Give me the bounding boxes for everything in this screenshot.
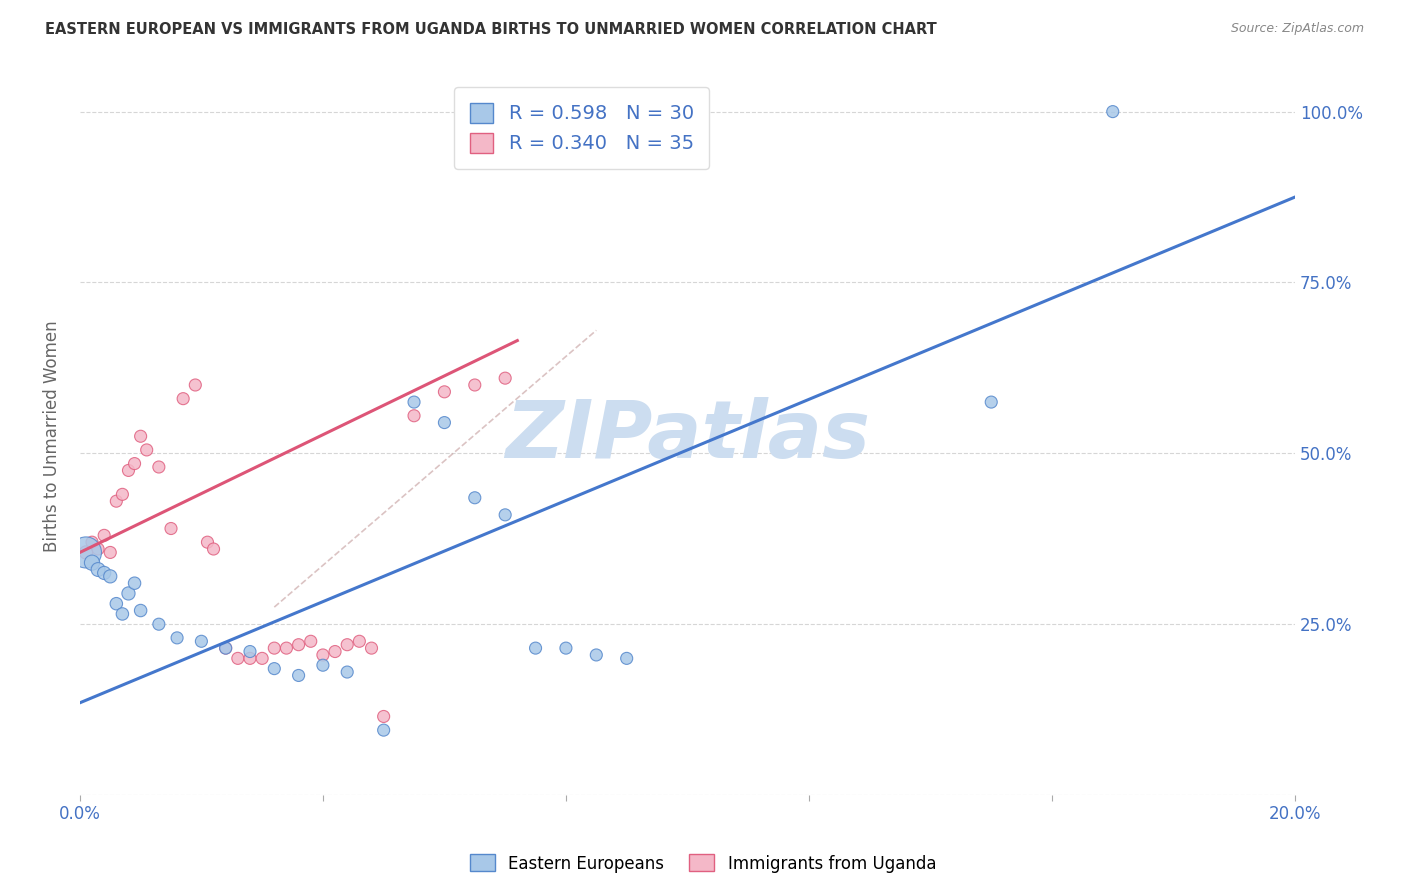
Point — [202, 541, 225, 556]
Point — [166, 631, 188, 645]
Point — [172, 392, 194, 406]
Point — [349, 634, 371, 648]
Point — [250, 651, 273, 665]
Point — [111, 607, 134, 621]
Point — [148, 617, 170, 632]
Legend: R = 0.598   N = 30, R = 0.340   N = 35: R = 0.598 N = 30, R = 0.340 N = 35 — [454, 87, 709, 169]
Point — [105, 597, 128, 611]
Point — [93, 566, 115, 580]
Point — [239, 644, 262, 658]
Point — [215, 641, 238, 656]
Point — [464, 491, 486, 505]
Point — [129, 603, 152, 617]
Point — [105, 494, 128, 508]
Point — [239, 651, 262, 665]
Point — [190, 634, 212, 648]
Point — [215, 641, 238, 656]
Point — [75, 545, 97, 559]
Point — [287, 638, 309, 652]
Point — [263, 641, 285, 656]
Point — [160, 522, 183, 536]
Point — [226, 651, 249, 665]
Point — [373, 709, 395, 723]
Point — [464, 378, 486, 392]
Point — [117, 586, 139, 600]
Point — [80, 535, 103, 549]
Point — [276, 641, 298, 656]
Point — [555, 641, 578, 656]
Point — [87, 562, 110, 576]
Point — [124, 576, 146, 591]
Point — [111, 487, 134, 501]
Point — [980, 395, 1002, 409]
Point — [312, 648, 335, 662]
Point — [494, 508, 516, 522]
Point — [616, 651, 638, 665]
Point — [98, 545, 121, 559]
Y-axis label: Births to Unmarried Women: Births to Unmarried Women — [44, 320, 60, 552]
Point — [433, 384, 456, 399]
Point — [336, 665, 359, 679]
Text: ZIPatlas: ZIPatlas — [505, 397, 870, 475]
Point — [373, 723, 395, 738]
Point — [263, 662, 285, 676]
Point — [80, 556, 103, 570]
Point — [93, 528, 115, 542]
Point — [299, 634, 322, 648]
Point — [184, 378, 207, 392]
Point — [312, 658, 335, 673]
Point — [287, 668, 309, 682]
Point — [585, 648, 607, 662]
Point — [197, 535, 219, 549]
Point — [402, 395, 425, 409]
Point — [87, 541, 110, 556]
Legend: Eastern Europeans, Immigrants from Uganda: Eastern Europeans, Immigrants from Ugand… — [463, 847, 943, 880]
Point — [148, 460, 170, 475]
Point — [494, 371, 516, 385]
Point — [402, 409, 425, 423]
Point — [524, 641, 547, 656]
Point — [75, 545, 97, 559]
Point — [129, 429, 152, 443]
Point — [124, 457, 146, 471]
Text: Source: ZipAtlas.com: Source: ZipAtlas.com — [1230, 22, 1364, 36]
Point — [360, 641, 382, 656]
Point — [117, 463, 139, 477]
Point — [336, 638, 359, 652]
Point — [433, 416, 456, 430]
Point — [98, 569, 121, 583]
Point — [323, 644, 346, 658]
Point — [135, 442, 157, 457]
Point — [1101, 104, 1123, 119]
Text: EASTERN EUROPEAN VS IMMIGRANTS FROM UGANDA BIRTHS TO UNMARRIED WOMEN CORRELATION: EASTERN EUROPEAN VS IMMIGRANTS FROM UGAN… — [45, 22, 936, 37]
